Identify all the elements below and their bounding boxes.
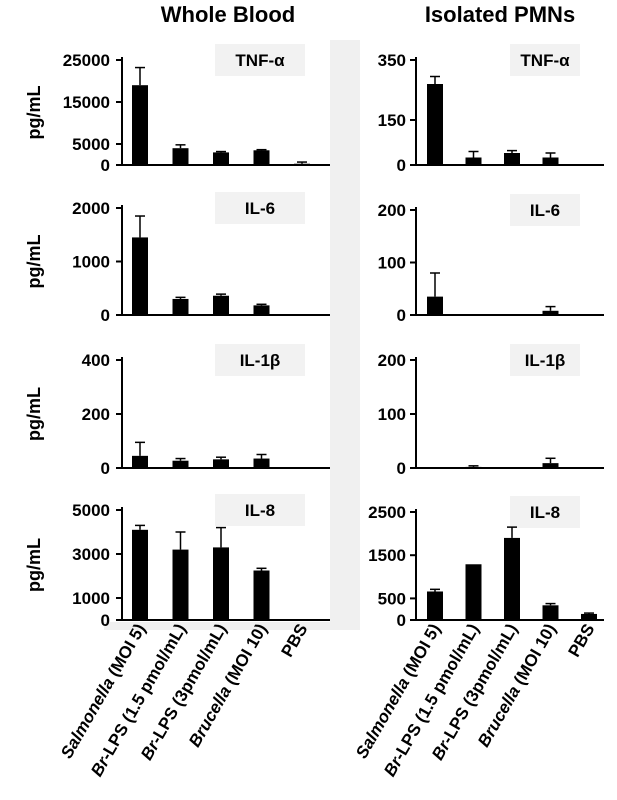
bar-salmonella-moi-5 [132, 85, 148, 165]
panels-group: TNF-α050001500025000pg/mLTNF-α0150350IL-… [24, 44, 604, 630]
y-tick-label: 5000 [72, 135, 110, 154]
y-tick-label: 0 [101, 156, 110, 175]
panel-label: IL-6 [245, 199, 275, 218]
bar-salmonella-moi-5 [427, 591, 443, 620]
y-tick-label: 0 [101, 306, 110, 325]
bar-br-lps-1-5-pmol-ml [172, 298, 189, 315]
bar-br-lps-3pmol-ml [504, 153, 520, 165]
bar-pbs [294, 163, 310, 165]
panel-label: TNF-α [520, 51, 570, 70]
category-label: PBS [565, 621, 599, 661]
y-tick-label: 15000 [63, 93, 110, 112]
panel-label-bg [215, 192, 305, 224]
y-tick-label: 1500 [368, 546, 406, 565]
y-tick-label: 350 [378, 51, 406, 70]
panel-il-8-pmns: IL-8 0 500 1500 2500 [368, 496, 604, 630]
bar-br-lps-1-5-pmol-ml [172, 460, 189, 468]
bar-brucella-moi-10 [542, 463, 559, 468]
panel-label-bg [510, 44, 580, 76]
bar-brucella-moi-10 [542, 605, 559, 620]
left-bottom-band [104, 622, 360, 630]
y-tick-label: 1000 [72, 253, 110, 272]
y-axis-label: pg/mL [24, 387, 44, 441]
y-tick-label: 0 [397, 611, 406, 630]
panel-tnf-whole-blood: TNF-α 0 5000 15000 25000 pg/mL [24, 44, 330, 175]
panel-il-1-pmns: IL-1β 0 100 200 [378, 344, 604, 478]
bar-brucella-moi-10 [253, 458, 270, 468]
y-axis-label: pg/mL [24, 235, 44, 289]
column-title-whole-blood: Whole Blood [161, 2, 295, 27]
y-tick-label: 25000 [63, 51, 110, 70]
bar-brucella-moi-10 [253, 305, 270, 315]
bar-brucella-moi-10 [253, 150, 270, 165]
y-tick-label: 0 [101, 611, 110, 630]
y-tick-label: 100 [378, 254, 406, 273]
bar-brucella-moi-10 [542, 157, 559, 165]
y-axis-label: pg/mL [24, 538, 44, 592]
y-tick-label: 1000 [72, 589, 110, 608]
y-tick-label: 3000 [72, 545, 110, 564]
y-tick-label: 2000 [72, 199, 110, 218]
panel-label: IL-8 [245, 501, 275, 520]
panel-label-bg [215, 344, 305, 376]
y-tick-label: 500 [378, 589, 406, 608]
bar-br-lps-1-5-pmol-ml [172, 148, 189, 165]
bar-pbs [581, 613, 597, 620]
bar-salmonella-moi-5 [132, 455, 148, 468]
y-tick-label: 400 [82, 351, 110, 370]
category-labels-group: Salmonella (MOI 5)Br-LPS (1.5 pmol/mL)Br… [57, 621, 599, 780]
bar-br-lps-1-5-pmol-ml [465, 564, 482, 620]
bar-salmonella-moi-5 [427, 84, 443, 165]
bar-salmonella-moi-5 [427, 296, 443, 315]
panel-label-bg [215, 44, 305, 76]
y-tick-label: 0 [397, 459, 406, 478]
panel-il-8-whole-blood: IL-8 0 1000 3000 5000 pg/mL [24, 494, 330, 630]
y-tick-label: 5000 [72, 501, 110, 520]
y-tick-label: 200 [378, 351, 406, 370]
panel-il-6-whole-blood: IL-6 0 1000 2000 pg/mL [24, 192, 330, 325]
bar-br-lps-1-5-pmol-ml [172, 549, 189, 620]
bar-brucella-moi-10 [542, 310, 559, 315]
y-tick-label: 0 [397, 306, 406, 325]
panel-il-1-whole-blood: IL-1β 0 200 400 pg/mL [24, 344, 330, 478]
panel-label-bg [510, 344, 580, 376]
panel-label: IL-1β [240, 351, 281, 370]
bar-br-lps-1-5-pmol-ml [465, 157, 482, 165]
panel-il-6-pmns: IL-6 0 100 200 [378, 194, 604, 325]
panel-label: TNF-α [235, 51, 285, 70]
bar-br-lps-3pmol-ml [213, 547, 229, 620]
bar-br-lps-3pmol-ml [213, 295, 229, 315]
bar-salmonella-moi-5 [132, 529, 148, 620]
y-tick-label: 2500 [368, 503, 406, 522]
y-axis-label: pg/mL [24, 86, 44, 140]
panel-label: IL-8 [530, 503, 560, 522]
y-tick-label: 100 [378, 405, 406, 424]
panel-label: IL-1β [525, 351, 566, 370]
y-tick-label: 150 [378, 111, 406, 130]
bar-br-lps-3pmol-ml [504, 537, 520, 620]
panel-tnf-pmns: TNF-α 0 150 350 [378, 44, 604, 175]
bar-br-lps-3pmol-ml [213, 459, 229, 468]
y-tick-label: 200 [378, 201, 406, 220]
bar-br-lps-3pmol-ml [213, 152, 229, 165]
y-tick-label: 0 [101, 459, 110, 478]
bar-br-lps-1-5-pmol-ml [465, 466, 482, 468]
bar-brucella-moi-10 [253, 570, 270, 620]
column-gap-band [330, 40, 360, 628]
bar-salmonella-moi-5 [132, 237, 148, 315]
column-title-isolated-pmns: Isolated PMNs [425, 2, 575, 27]
y-tick-label: 200 [82, 405, 110, 424]
panel-label-bg [215, 494, 305, 526]
panel-label-bg [510, 496, 580, 528]
y-tick-label: 0 [397, 156, 406, 175]
panel-label-bg [510, 194, 580, 226]
panel-label: IL-6 [530, 201, 560, 220]
